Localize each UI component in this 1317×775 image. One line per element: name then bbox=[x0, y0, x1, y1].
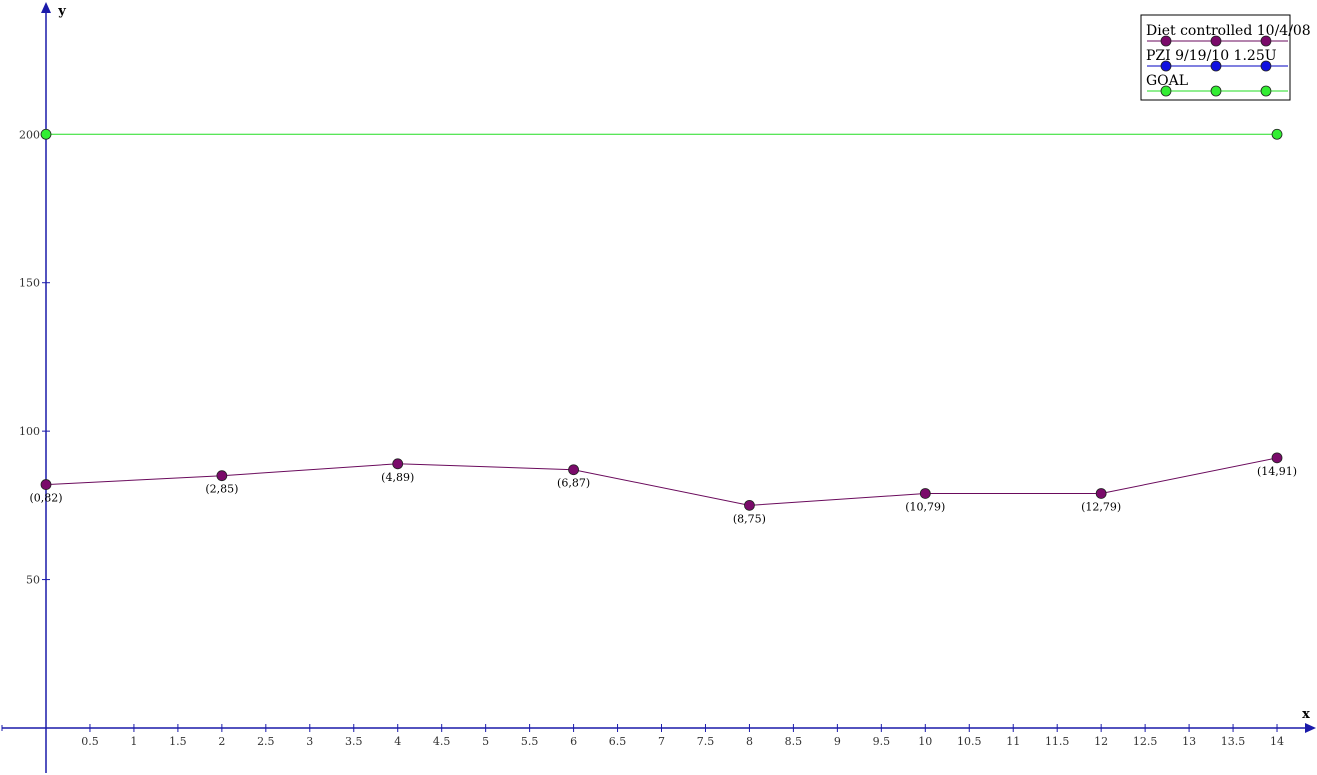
y-tick-label: 200 bbox=[19, 128, 40, 141]
data-label: (12,79) bbox=[1081, 500, 1121, 513]
x-tick-label: 3 bbox=[306, 735, 313, 748]
data-point bbox=[1095, 488, 1107, 499]
x-tick-label: 10.5 bbox=[957, 735, 982, 748]
x-tick-label: 12.5 bbox=[1133, 735, 1158, 748]
legend-entry-label: GOAL bbox=[1146, 73, 1188, 89]
data-label: (2,85) bbox=[205, 483, 238, 496]
legend-entry-label: Diet controlled 10/4/08 bbox=[1146, 23, 1311, 39]
series-line-0 bbox=[45, 457, 1278, 506]
x-tick-label: 7.5 bbox=[697, 735, 715, 748]
data-point bbox=[568, 464, 579, 476]
legend-marker bbox=[1260, 35, 1272, 47]
data-point bbox=[392, 458, 404, 470]
data-point bbox=[40, 479, 52, 490]
x-tick-label: 2 bbox=[218, 735, 225, 748]
y-axis-arrow bbox=[41, 2, 51, 13]
x-tick-label: 14 bbox=[1270, 735, 1284, 748]
data-point bbox=[919, 488, 931, 499]
legend-marker bbox=[1160, 60, 1172, 72]
data-point bbox=[1271, 452, 1283, 464]
legend-entry-label: PZI 9/19/10 1.25U bbox=[1146, 48, 1277, 64]
x-tick-label: 6.5 bbox=[609, 735, 627, 748]
legend-marker bbox=[1210, 35, 1222, 47]
x-tick-label: 1.5 bbox=[169, 735, 187, 748]
x-tick-label: 4 bbox=[394, 735, 401, 748]
x-tick-label: 11.5 bbox=[1045, 735, 1070, 748]
x-tick-label: 5 bbox=[482, 735, 489, 748]
legend-marker bbox=[1210, 60, 1222, 72]
x-tick-label: 9 bbox=[834, 735, 841, 748]
x-tick-label: 12 bbox=[1094, 735, 1108, 748]
y-tick-label: 50 bbox=[26, 574, 40, 587]
data-label: (14,91) bbox=[1257, 465, 1297, 478]
x-tick-label: 7 bbox=[658, 735, 665, 748]
x-tick-label: 8 bbox=[746, 735, 753, 748]
legend-marker bbox=[1160, 85, 1172, 97]
x-tick-label: 5.5 bbox=[521, 735, 539, 748]
data-point bbox=[40, 128, 52, 140]
legend-marker bbox=[1260, 60, 1272, 72]
x-tick-label: 4.5 bbox=[433, 735, 451, 748]
x-tick-label: 13.5 bbox=[1221, 735, 1246, 748]
x-tick-label: 2.5 bbox=[257, 735, 275, 748]
x-tick-label: 8.5 bbox=[785, 735, 803, 748]
x-tick-label: 9.5 bbox=[873, 735, 891, 748]
series-points bbox=[40, 128, 1283, 511]
x-tick-label: 0.5 bbox=[81, 735, 99, 748]
y-tick-label: 100 bbox=[19, 425, 40, 438]
x-tick-label: 11 bbox=[1006, 735, 1020, 748]
x-tick-label: 10 bbox=[918, 735, 932, 748]
legend: Diet controlled 10/4/08 PZI 9/19/10 1.25U… bbox=[1140, 14, 1311, 101]
data-label: (4,89) bbox=[381, 471, 414, 484]
data-point bbox=[216, 470, 228, 482]
data-label: (0,82) bbox=[29, 492, 62, 505]
x-tick-label: 1 bbox=[130, 735, 137, 748]
x-tick-label: 13 bbox=[1182, 735, 1196, 748]
y-axis-label: y bbox=[57, 4, 66, 19]
legend-marker bbox=[1210, 85, 1222, 97]
point-labels: (0,82) (2,85) (4,89) (6,87) (8,75) (10,79) (12… bbox=[29, 465, 1297, 525]
y-tick-label: 150 bbox=[19, 277, 40, 290]
data-point bbox=[744, 499, 755, 511]
legend-marker bbox=[1160, 35, 1172, 47]
x-tick-label: 6 bbox=[570, 735, 577, 748]
data-point bbox=[1271, 128, 1283, 140]
x-tick-label: 3.5 bbox=[345, 735, 363, 748]
data-label: (6,87) bbox=[557, 477, 590, 490]
series-lines bbox=[45, 133, 1278, 506]
legend-marker bbox=[1260, 85, 1272, 97]
data-label: (8,75) bbox=[733, 512, 766, 525]
x-axis-label: x bbox=[1302, 707, 1310, 722]
x-axis-arrow bbox=[1305, 723, 1316, 733]
data-label: (10,79) bbox=[905, 500, 945, 513]
